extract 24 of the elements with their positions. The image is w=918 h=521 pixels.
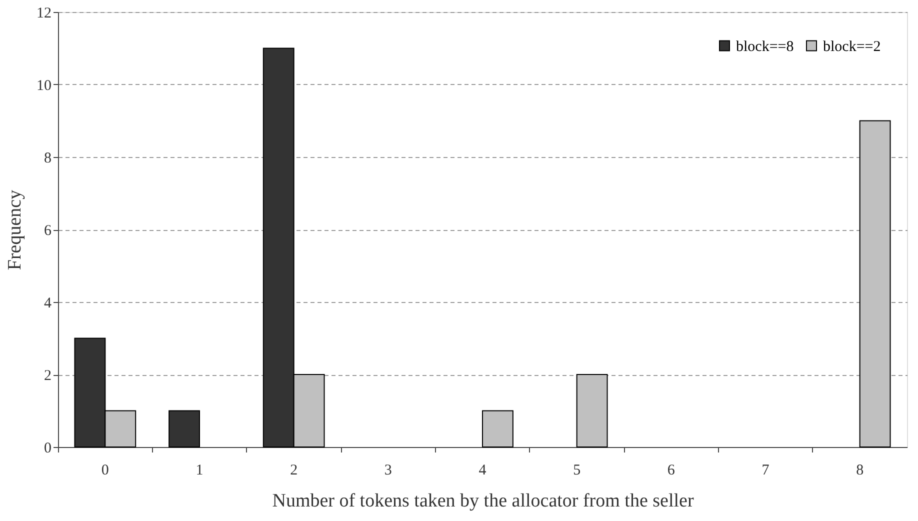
y-tick-label: 12 — [36, 6, 52, 22]
bar — [859, 120, 891, 448]
y-tick-label: 6 — [44, 223, 52, 239]
x-tick-label: 0 — [101, 462, 109, 478]
x-tick-label: 2 — [290, 462, 298, 478]
legend-label: block==2 — [823, 38, 881, 55]
y-tick-label: 2 — [44, 368, 52, 384]
bar — [482, 410, 514, 448]
x-tick-label: 8 — [856, 462, 864, 478]
y-axis-title: Frequency — [4, 189, 26, 270]
bar — [168, 410, 200, 448]
x-tick-label: 5 — [573, 462, 581, 478]
y-tick-label: 0 — [44, 440, 52, 456]
y-tick-label: 8 — [44, 150, 52, 166]
x-tick-label: 3 — [384, 462, 392, 478]
y-tick-label: 4 — [44, 296, 52, 312]
x-tick-label: 1 — [196, 462, 204, 478]
x-tick-label: 6 — [667, 462, 676, 478]
y-tick-label: 10 — [36, 78, 52, 94]
x-tick-label: 4 — [478, 462, 487, 478]
bar — [576, 374, 608, 448]
legend-label: block==8 — [736, 38, 794, 55]
x-axis-title: Number of tokens taken by the allocator from the seller — [272, 490, 694, 512]
x-tick-label: 7 — [762, 462, 770, 478]
